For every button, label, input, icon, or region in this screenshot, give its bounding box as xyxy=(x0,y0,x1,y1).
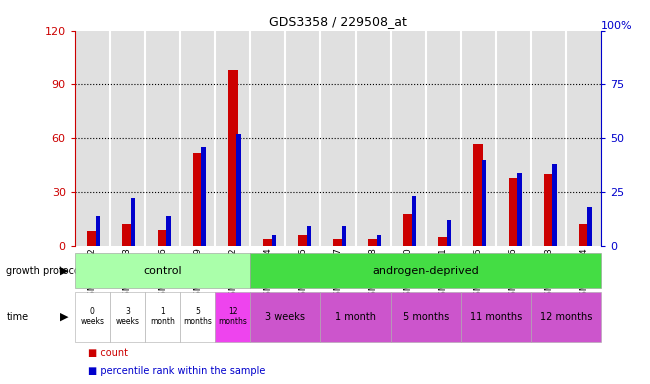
Bar xyxy=(377,235,381,246)
Bar xyxy=(426,31,461,246)
Text: 3
weeks: 3 weeks xyxy=(116,308,139,326)
Bar xyxy=(215,31,250,246)
Bar xyxy=(517,173,521,246)
Bar xyxy=(122,224,133,246)
Bar xyxy=(298,235,308,246)
Bar xyxy=(508,178,519,246)
Bar xyxy=(543,174,554,246)
Text: 3 weeks: 3 weeks xyxy=(265,312,306,322)
Text: ■ count: ■ count xyxy=(88,348,128,358)
Text: 1 month: 1 month xyxy=(335,312,376,322)
Bar xyxy=(578,224,589,246)
Text: 100%: 100% xyxy=(601,21,633,31)
Text: ▶: ▶ xyxy=(60,266,68,276)
Bar xyxy=(412,196,416,246)
Text: ▶: ▶ xyxy=(60,312,68,322)
Bar xyxy=(482,160,486,246)
Text: control: control xyxy=(143,266,182,276)
Text: 11 months: 11 months xyxy=(470,312,522,322)
Bar xyxy=(250,31,285,246)
Bar xyxy=(192,152,203,246)
Bar xyxy=(333,238,343,246)
Bar xyxy=(145,31,180,246)
Text: ■ percentile rank within the sample: ■ percentile rank within the sample xyxy=(88,366,265,376)
Bar xyxy=(391,31,426,246)
Bar xyxy=(227,70,238,246)
Text: 5 months: 5 months xyxy=(402,312,449,322)
Bar xyxy=(552,164,556,246)
Bar xyxy=(180,31,215,246)
Bar xyxy=(473,144,484,246)
Bar xyxy=(263,238,273,246)
Bar xyxy=(461,31,496,246)
Text: androgen-deprived: androgen-deprived xyxy=(372,266,479,276)
Bar xyxy=(96,216,100,246)
Text: 12
months: 12 months xyxy=(218,308,247,326)
Bar xyxy=(131,199,135,246)
Bar xyxy=(272,235,276,246)
Bar xyxy=(75,31,110,246)
Bar xyxy=(438,237,448,246)
Bar xyxy=(157,230,168,246)
Bar xyxy=(110,31,145,246)
Bar xyxy=(202,147,205,246)
Text: growth protocol: growth protocol xyxy=(6,266,83,276)
Bar xyxy=(166,216,170,246)
Bar xyxy=(307,227,311,246)
Bar xyxy=(87,232,98,246)
Text: 0
weeks: 0 weeks xyxy=(81,308,104,326)
Bar xyxy=(531,31,566,246)
Bar xyxy=(285,31,320,246)
Bar xyxy=(496,31,531,246)
Text: time: time xyxy=(6,312,29,322)
Bar xyxy=(356,31,391,246)
Bar xyxy=(237,134,240,246)
Title: GDS3358 / 229508_at: GDS3358 / 229508_at xyxy=(269,15,407,28)
Text: 12 months: 12 months xyxy=(540,312,592,322)
Bar xyxy=(588,207,592,246)
Bar xyxy=(566,31,601,246)
Bar xyxy=(403,214,413,246)
Text: 1
month: 1 month xyxy=(150,308,175,326)
Bar xyxy=(342,227,346,246)
Text: 5
months: 5 months xyxy=(183,308,212,326)
Bar xyxy=(320,31,356,246)
Bar xyxy=(447,220,451,246)
Bar xyxy=(368,238,378,246)
